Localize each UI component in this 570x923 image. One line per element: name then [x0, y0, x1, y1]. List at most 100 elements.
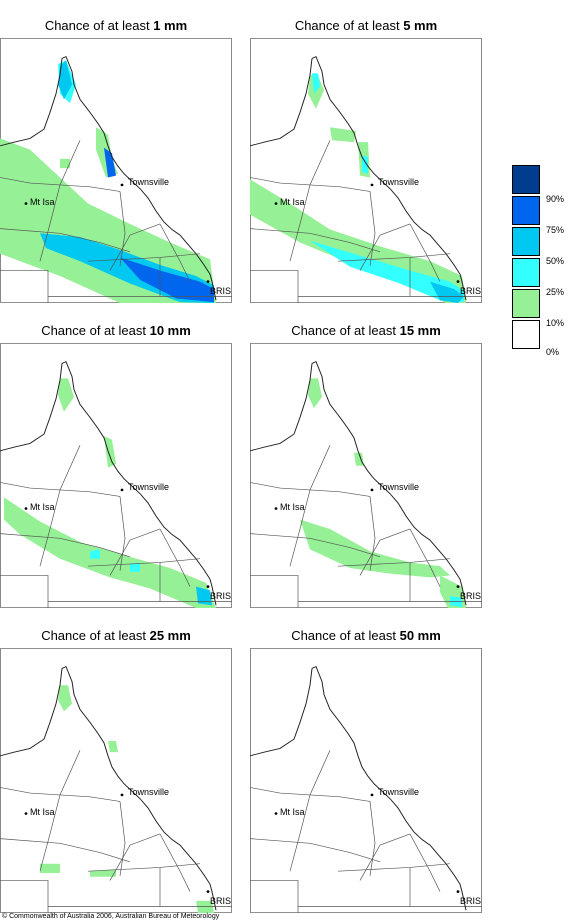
- legend-swatch-0: [512, 320, 540, 349]
- place-label-mt-isa: Mt Isa: [30, 197, 55, 207]
- coastline: [61, 665, 217, 911]
- gulf-coastline: [250, 668, 313, 757]
- place-label-mt-isa: Mt Isa: [280, 502, 305, 512]
- place-label-townsville: Townsville: [128, 787, 170, 797]
- panel-title-prefix: Chance of at least: [294, 18, 404, 33]
- district-boundary: [39, 184, 61, 262]
- district-boundary: [99, 242, 131, 253]
- district-boundary: [359, 833, 411, 881]
- coastline: [61, 55, 217, 301]
- rain-probability-area: [310, 240, 464, 303]
- district-boundary: [309, 184, 371, 192]
- brisbane-marker: [456, 585, 460, 588]
- rain-probability-area: [4, 497, 216, 608]
- panel-title: Chance of at least 10 mm: [0, 323, 232, 339]
- district-boundary: [289, 489, 311, 567]
- district-boundary: [119, 801, 126, 876]
- district-boundary: [289, 794, 311, 872]
- brisbane-marker: [206, 890, 210, 893]
- gulf-coastline: [250, 58, 313, 147]
- district-boundary: [39, 794, 61, 872]
- gulf-coastline: [250, 363, 313, 452]
- rain-probability-area: [58, 60, 72, 100]
- townsville-marker: [120, 183, 124, 187]
- place-label-brisbane: BRIS: [210, 591, 232, 601]
- mt-isa-marker: [274, 812, 278, 815]
- legend-swatch-10: [512, 289, 540, 318]
- district-boundary: [349, 242, 381, 253]
- rain-probability-area: [130, 562, 140, 572]
- legend-swatch-50: [512, 227, 540, 256]
- district-boundary: [59, 794, 121, 802]
- district-boundary: [309, 794, 371, 802]
- map-panel-3: Chance of at least 10 mm Townsville Mt Isa…: [0, 323, 232, 611]
- district-boundary: [309, 750, 331, 796]
- rain-probability-area: [430, 281, 464, 303]
- district-boundary: [359, 528, 411, 576]
- queensland-map: Townsville Mt Isa BRIS: [0, 343, 232, 608]
- legend-label-75: 75%: [546, 225, 565, 235]
- district-boundary: [59, 489, 121, 497]
- queensland-map: Townsville Mt Isa BRIS: [250, 38, 482, 303]
- place-label-mt-isa: Mt Isa: [30, 502, 55, 512]
- district-boundary: [0, 482, 61, 491]
- coastline: [311, 665, 467, 911]
- district-boundary: [109, 833, 161, 881]
- rain-probability-area: [58, 685, 72, 712]
- mt-isa-marker: [24, 507, 28, 510]
- map-panel-5: Chance of at least 25 mm Townsville Mt Isa…: [0, 628, 232, 916]
- legend-swatch-75: [512, 196, 540, 225]
- panel-title-prefix: Chance of at least: [291, 323, 400, 338]
- district-boundary: [0, 177, 61, 186]
- rain-probability-area: [312, 73, 320, 94]
- district-boundary: [250, 177, 311, 186]
- district-boundary: [99, 852, 131, 863]
- rain-probability-area: [60, 158, 70, 169]
- rain-probability-area: [90, 869, 116, 877]
- legend-label-90: 90%: [546, 194, 565, 204]
- district-boundary: [369, 191, 376, 266]
- brisbane-marker: [206, 585, 210, 588]
- district-boundary: [409, 528, 441, 587]
- rain-probability-area: [90, 549, 100, 559]
- district-boundary: [289, 184, 311, 262]
- map-panel-6: Chance of at least 50 mm Townsville Mt Isa…: [250, 628, 482, 916]
- mt-isa-marker: [24, 812, 28, 815]
- district-boundary: [250, 575, 299, 608]
- townsville-marker: [120, 488, 124, 492]
- district-boundary: [409, 223, 441, 282]
- townsville-marker: [370, 793, 374, 797]
- place-label-townsville: Townsville: [378, 177, 420, 187]
- district-boundary: [359, 223, 411, 271]
- legend-label-25: 25%: [546, 287, 565, 297]
- panel-title: Chance of at least 15 mm: [250, 323, 482, 339]
- district-boundary: [349, 547, 381, 558]
- panel-threshold: 25 mm: [149, 628, 191, 643]
- rain-probability-area: [308, 378, 322, 409]
- district-boundary: [250, 270, 299, 303]
- district-boundary: [0, 533, 101, 548]
- coastline: [61, 360, 217, 606]
- place-label-townsville: Townsville: [378, 787, 420, 797]
- place-label-mt-isa: Mt Isa: [280, 807, 305, 817]
- district-boundary: [119, 496, 126, 571]
- district-boundary: [0, 575, 49, 608]
- place-label-brisbane: BRIS: [460, 591, 482, 601]
- rain-probability-area: [58, 378, 74, 412]
- map-frame: [0, 648, 232, 913]
- place-label-mt-isa: Mt Isa: [280, 197, 305, 207]
- map-panel-1: Chance of at least 1 mm Townsville Mt Isa B…: [0, 18, 232, 306]
- district-boundary: [39, 489, 61, 567]
- coastline: [311, 55, 467, 301]
- panel-threshold: 1 mm: [153, 18, 188, 33]
- mt-isa-marker: [274, 507, 278, 510]
- rain-probability-area: [104, 147, 116, 178]
- place-label-brisbane: BRIS: [460, 896, 482, 906]
- gulf-coastline: [0, 58, 63, 147]
- district-boundary: [309, 489, 371, 497]
- legend-swatch-25: [512, 258, 540, 287]
- district-boundary: [250, 533, 351, 548]
- district-boundary: [0, 880, 49, 913]
- district-boundary: [59, 140, 81, 186]
- district-boundary: [349, 852, 381, 863]
